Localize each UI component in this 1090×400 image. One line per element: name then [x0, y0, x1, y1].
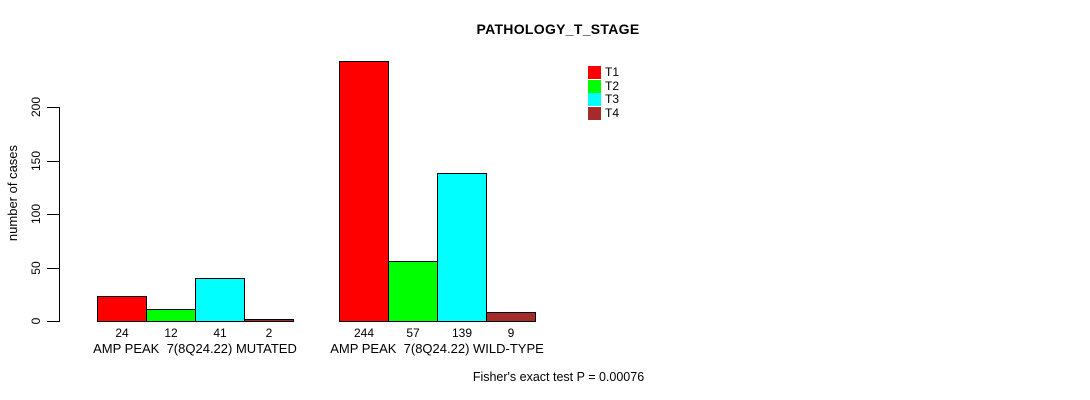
bar-value-label: 12	[164, 326, 178, 340]
y-axis-tick-label: 200	[29, 96, 43, 118]
legend-item-t3: T3	[588, 93, 708, 106]
bar-t3-group0	[195, 278, 245, 322]
bar-t2-group0	[146, 309, 196, 322]
legend-swatch-t4	[588, 107, 601, 120]
y-axis-tick	[47, 161, 59, 162]
bar-value-label: 244	[353, 326, 375, 340]
bar-value-label: 2	[265, 326, 273, 340]
legend-item-t1: T1	[588, 66, 708, 79]
chart-title: PATHOLOGY_T_STAGE	[476, 21, 640, 37]
bar-value-label: 139	[451, 326, 473, 340]
bar-t1-group1	[339, 61, 389, 322]
bar-value-label: 41	[213, 326, 227, 340]
stat-test-annotation: Fisher's exact test P = 0.00076	[472, 370, 645, 384]
legend-label: T3	[605, 92, 620, 106]
bar-t1-group0	[97, 296, 147, 322]
y-axis-tick-label: 50	[29, 261, 43, 275]
y-axis-tick-label: 0	[29, 317, 43, 325]
bar-value-label: 24	[115, 326, 129, 340]
legend-label: T2	[605, 79, 620, 93]
y-axis-tick	[47, 214, 59, 215]
y-axis-tick	[47, 321, 59, 322]
bar-value-label: 9	[507, 326, 515, 340]
legend: T1 T2 T3 T4	[588, 66, 708, 126]
legend-label: T4	[605, 106, 620, 120]
y-axis-tick	[47, 107, 59, 108]
y-axis-line	[59, 107, 60, 322]
bar-t4-group0	[244, 319, 294, 322]
legend-swatch-t2	[588, 80, 601, 93]
bar-t3-group1	[437, 173, 487, 322]
legend-item-t4: T4	[588, 107, 708, 120]
bar-value-label: 57	[406, 326, 420, 340]
y-axis-tick-label: 100	[29, 203, 43, 225]
legend-swatch-t3	[588, 93, 601, 106]
bar-t2-group1	[388, 261, 438, 322]
legend-item-t2: T2	[588, 80, 708, 93]
y-axis-tick-label: 150	[29, 150, 43, 172]
legend-label: T1	[605, 65, 620, 79]
bar-t4-group1	[486, 312, 536, 322]
legend-swatch-t1	[588, 66, 601, 79]
group-label: AMP PEAK 7(8Q24.22) MUTATED	[93, 341, 297, 356]
y-axis-tick	[47, 268, 59, 269]
group-label: AMP PEAK 7(8Q24.22) WILD-TYPE	[330, 341, 544, 356]
